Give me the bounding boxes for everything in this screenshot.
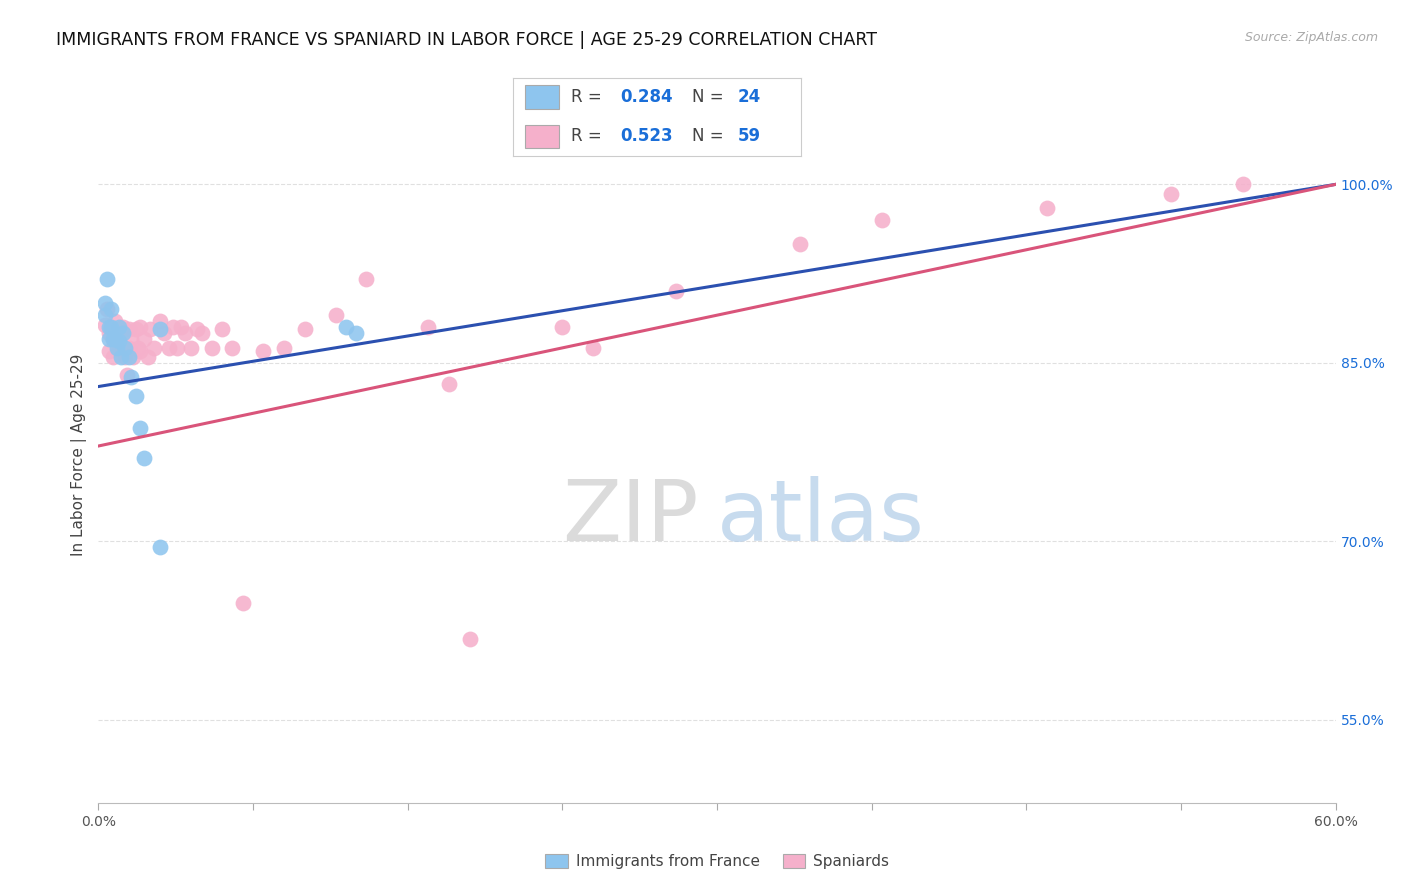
Point xyxy=(582,342,605,356)
Point xyxy=(108,322,131,336)
Legend: Immigrants from France, Spaniards: Immigrants from France, Spaniards xyxy=(538,848,896,875)
Point xyxy=(344,326,367,340)
Point xyxy=(870,213,893,227)
Text: 0.523: 0.523 xyxy=(620,128,672,145)
Point xyxy=(120,332,142,346)
FancyBboxPatch shape xyxy=(524,125,560,148)
Point xyxy=(132,450,155,465)
Point xyxy=(110,322,132,336)
Point xyxy=(190,326,212,340)
Point xyxy=(105,342,128,356)
Point xyxy=(128,421,150,435)
Point xyxy=(128,320,150,334)
Point xyxy=(211,322,233,336)
Point xyxy=(93,318,115,332)
Point xyxy=(97,320,120,334)
Point xyxy=(221,342,243,356)
Point xyxy=(252,343,274,358)
Point xyxy=(114,342,136,356)
Point xyxy=(105,332,128,346)
Point xyxy=(665,285,688,299)
Point xyxy=(108,320,131,334)
Point xyxy=(118,322,141,336)
Text: 0.284: 0.284 xyxy=(620,88,672,106)
Point xyxy=(294,322,316,336)
Point xyxy=(100,320,122,334)
Point xyxy=(170,320,193,334)
FancyBboxPatch shape xyxy=(524,86,560,109)
Point xyxy=(149,322,172,336)
Text: ZIP: ZIP xyxy=(562,476,699,559)
Point xyxy=(108,334,131,349)
Text: atlas: atlas xyxy=(717,476,925,559)
Point xyxy=(97,326,120,340)
Text: N =: N = xyxy=(692,88,728,106)
Point xyxy=(166,342,188,356)
Point xyxy=(120,370,142,384)
Point xyxy=(97,343,120,358)
Point xyxy=(458,632,481,646)
Point xyxy=(104,314,127,328)
Point xyxy=(100,302,122,317)
Point xyxy=(127,342,149,356)
Point xyxy=(97,332,120,346)
Point xyxy=(128,343,150,358)
Point xyxy=(437,377,460,392)
Point xyxy=(132,332,155,346)
Point xyxy=(139,322,162,336)
Point xyxy=(174,326,197,340)
Point xyxy=(100,320,122,334)
Point xyxy=(122,350,145,364)
Text: R =: R = xyxy=(571,128,607,145)
Point xyxy=(117,368,139,382)
Point xyxy=(96,272,118,286)
Point xyxy=(1232,178,1254,192)
Point xyxy=(143,342,166,356)
Point xyxy=(124,389,146,403)
Point xyxy=(149,540,172,554)
Text: 59: 59 xyxy=(738,128,761,145)
Point xyxy=(157,342,180,356)
Point xyxy=(124,322,146,336)
Point xyxy=(325,308,347,322)
Point xyxy=(273,342,295,356)
Point xyxy=(108,342,131,356)
Point xyxy=(551,320,574,334)
Point xyxy=(101,332,124,346)
Point xyxy=(180,342,202,356)
Point xyxy=(789,236,811,251)
Point xyxy=(104,332,127,346)
Point xyxy=(1160,186,1182,201)
Point xyxy=(153,326,176,340)
Text: N =: N = xyxy=(692,128,728,145)
Text: R =: R = xyxy=(571,88,607,106)
Y-axis label: In Labor Force | Age 25-29: In Labor Force | Age 25-29 xyxy=(72,354,87,556)
Point xyxy=(101,350,124,364)
Point xyxy=(356,272,378,286)
Point xyxy=(201,342,224,356)
Point xyxy=(149,314,172,328)
Point xyxy=(112,320,135,334)
Point xyxy=(118,342,141,356)
Text: IMMIGRANTS FROM FRANCE VS SPANIARD IN LABOR FORCE | AGE 25-29 CORRELATION CHART: IMMIGRANTS FROM FRANCE VS SPANIARD IN LA… xyxy=(56,31,877,49)
Text: 24: 24 xyxy=(738,88,761,106)
Point xyxy=(136,350,159,364)
Point xyxy=(101,332,124,346)
Point xyxy=(232,596,254,610)
Point xyxy=(418,320,440,334)
Point xyxy=(110,342,132,356)
Point xyxy=(93,308,115,322)
Point xyxy=(114,350,136,364)
Point xyxy=(112,342,135,356)
Text: Source: ZipAtlas.com: Source: ZipAtlas.com xyxy=(1244,31,1378,45)
Point xyxy=(93,296,115,310)
Point xyxy=(110,350,132,364)
Point xyxy=(118,350,141,364)
Point xyxy=(112,326,135,340)
Point xyxy=(186,322,208,336)
Point xyxy=(162,320,184,334)
Point xyxy=(335,320,357,334)
Point xyxy=(96,302,118,317)
Point xyxy=(1036,201,1059,215)
